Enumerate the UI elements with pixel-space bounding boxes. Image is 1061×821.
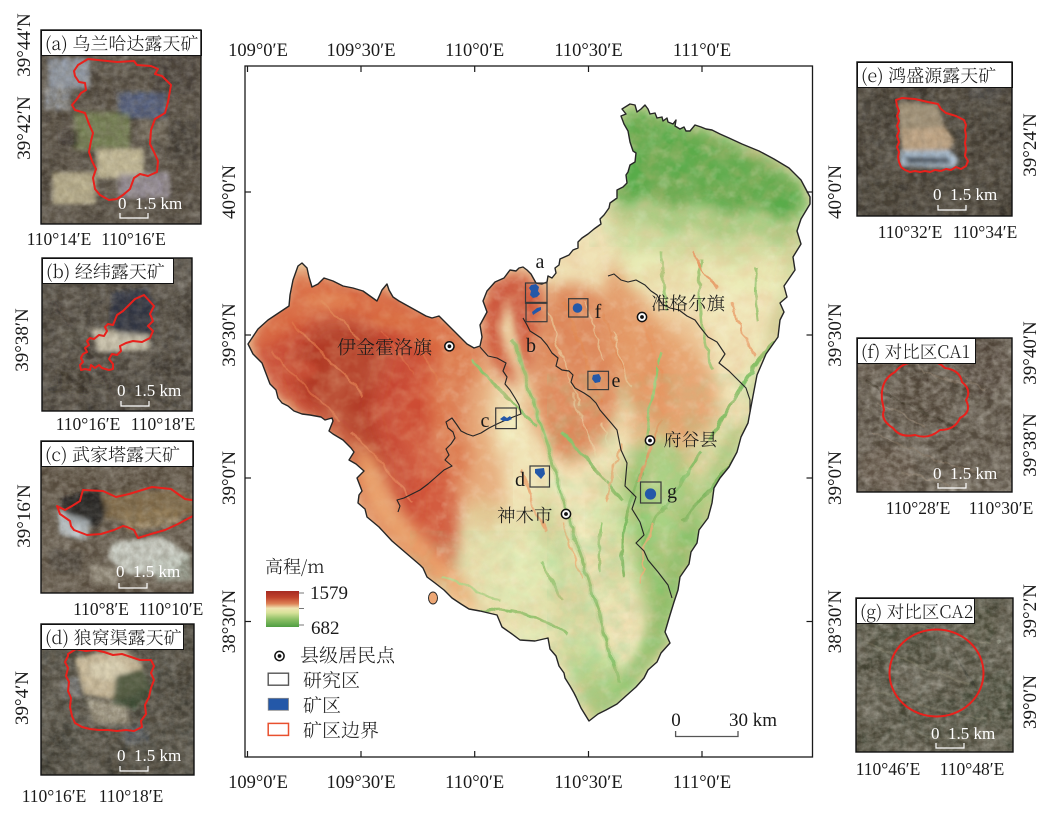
svg-text:39°42′N: 39°42′N: [14, 96, 35, 160]
svg-text:40°0′N: 40°0′N: [219, 165, 240, 219]
svg-text:38°30′N: 38°30′N: [825, 589, 846, 653]
svg-text:39°2′N: 39°2′N: [1020, 584, 1041, 638]
svg-text:0 1.5 km: 0 1.5 km: [117, 746, 181, 765]
svg-text:0 1.5 km: 0 1.5 km: [117, 381, 181, 400]
svg-text:1579: 1579: [310, 583, 348, 604]
svg-text:g: g: [667, 481, 677, 503]
svg-text:110°8′E: 110°8′E: [73, 599, 129, 619]
svg-text:b: b: [526, 335, 536, 357]
svg-text:d: d: [515, 469, 525, 491]
svg-text:a: a: [536, 251, 545, 273]
svg-text:110°18′E: 110°18′E: [99, 786, 164, 806]
svg-text:c: c: [481, 410, 490, 432]
svg-text:39°16′N: 39°16′N: [14, 484, 35, 548]
svg-text:110°30′E: 110°30′E: [969, 498, 1034, 518]
svg-text:110°10′E: 110°10′E: [139, 599, 204, 619]
svg-text:110°28′E: 110°28′E: [886, 498, 951, 518]
svg-text:39°0′N: 39°0′N: [1020, 675, 1041, 729]
svg-text:39°40′N: 39°40′N: [1020, 321, 1041, 385]
svg-text:110°16′E: 110°16′E: [22, 786, 87, 806]
svg-text:39°30′N: 39°30′N: [219, 303, 240, 367]
svg-text:39°38′N: 39°38′N: [1020, 413, 1041, 477]
svg-text:39°24′N: 39°24′N: [1020, 113, 1041, 177]
svg-text:39°38′N: 39°38′N: [12, 308, 33, 372]
svg-text:40°0′N: 40°0′N: [825, 165, 846, 219]
svg-text:110°32′E: 110°32′E: [878, 222, 943, 242]
svg-text:f: f: [595, 301, 602, 323]
svg-text:110°14′E: 110°14′E: [27, 229, 92, 249]
svg-text:110°16′E: 110°16′E: [56, 414, 121, 434]
svg-text:0 1.5 km: 0 1.5 km: [931, 724, 995, 743]
svg-text:111°0′E: 111°0′E: [673, 773, 731, 793]
svg-text:110°0′E: 110°0′E: [445, 773, 504, 793]
svg-text:110°18′E: 110°18′E: [131, 414, 196, 434]
svg-text:110°30′E: 110°30′E: [554, 41, 622, 61]
svg-text:0 1.5 km: 0 1.5 km: [118, 194, 182, 213]
svg-text:e: e: [612, 370, 621, 392]
svg-text:109°30′E: 109°30′E: [327, 41, 396, 61]
svg-text:110°48′E: 110°48′E: [940, 759, 1005, 779]
svg-text:109°0′E: 109°0′E: [228, 773, 288, 793]
svg-text:39°0′N: 39°0′N: [219, 451, 240, 505]
svg-text:111°0′E: 111°0′E: [673, 41, 731, 61]
svg-text:0 1.5 km: 0 1.5 km: [933, 464, 997, 483]
svg-text:109°30′E: 109°30′E: [327, 773, 396, 793]
svg-text:0: 0: [671, 710, 681, 731]
svg-text:110°30′E: 110°30′E: [554, 773, 622, 793]
svg-text:39°4′N: 39°4′N: [12, 671, 33, 725]
svg-text:109°0′E: 109°0′E: [228, 41, 288, 61]
svg-text:110°16′E: 110°16′E: [101, 229, 166, 249]
svg-text:39°0′N: 39°0′N: [825, 451, 846, 505]
svg-text:110°46′E: 110°46′E: [856, 759, 921, 779]
svg-text:0 1.5 km: 0 1.5 km: [933, 185, 997, 204]
svg-text:30 km: 30 km: [729, 710, 777, 731]
svg-text:110°0′E: 110°0′E: [445, 41, 504, 61]
svg-text:39°30′N: 39°30′N: [825, 303, 846, 367]
svg-text:38°30′N: 38°30′N: [219, 589, 240, 653]
svg-text:39°44′N: 39°44′N: [14, 13, 35, 77]
svg-text:0 1.5 km: 0 1.5 km: [116, 562, 180, 581]
svg-text:682: 682: [311, 618, 340, 639]
svg-text:110°34′E: 110°34′E: [953, 222, 1018, 242]
